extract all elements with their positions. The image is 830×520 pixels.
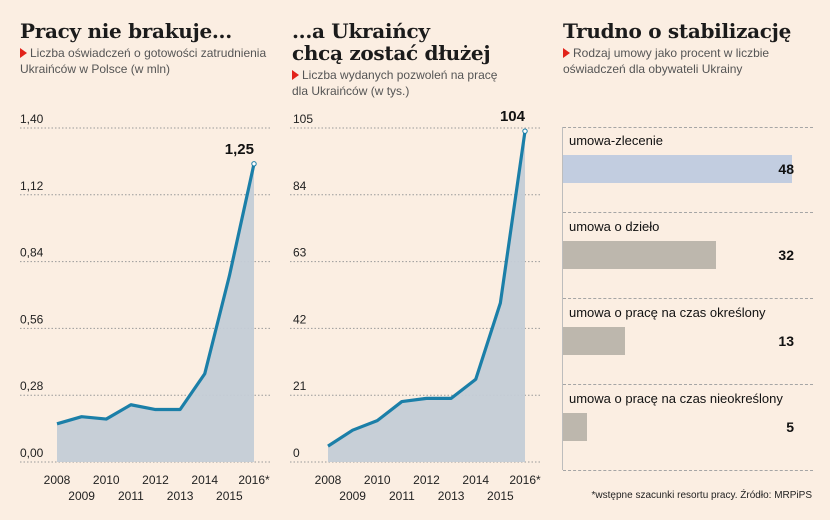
y-tick-label: 1,12 [20,179,44,193]
series-line [56,163,256,426]
bar-value-label: 5 [786,419,794,435]
x-tick-label: 2016* [509,473,541,487]
separator-line [563,384,813,385]
x-tick-label: 2013 [167,489,194,500]
area-fill [328,131,525,462]
bar-category-label: umowa o dzieło [569,219,660,234]
y-tick-label: 0,84 [20,246,44,260]
bar [563,327,626,355]
y-tick-label: 63 [293,246,307,260]
chart-2-subtitle: Liczba wydanych pozwoleń na pracę dla Uk… [292,67,542,99]
bar [563,413,587,441]
chart-2-subtitle-line2: dla Ukraińców (w tys.) [292,84,410,98]
y-tick-label: 0,56 [20,312,44,326]
chart-3-subtitle-line1: Rodzaj umowy jako procent w liczbie [573,46,770,60]
bar-value-label: 13 [778,333,794,349]
chart-1-subtitle-line2: Ukraińców w Polsce (w mln) [20,62,171,76]
chart-panel-2: ...a Ukraińcy chcą zostać dłużej Liczba … [292,20,542,99]
y-tick-label: 105 [293,112,313,126]
x-tick-label: 2012 [413,473,440,487]
chart-3-subtitle: Rodzaj umowy jako procent w liczbie oświ… [563,45,823,77]
chart-1-subtitle-line1: Liczba oświadczeń o gotowości zatrudnien… [30,46,267,60]
x-tick-label: 2009 [68,489,95,500]
bar-value-label: 32 [778,247,794,263]
bar-category-label: umowa o pracę na czas nieokreślony [569,391,783,406]
x-tick-label: 2009 [339,489,366,500]
x-tick-label: 2014 [462,473,489,487]
bar-category-label: umowa o pracę na czas określony [569,305,766,320]
axis-line [562,127,563,470]
bar-value-label: 48 [778,161,794,177]
end-value-label: 1,25 [225,141,254,158]
x-tick-label: 2008 [315,473,342,487]
y-tick-label: 0 [293,446,300,460]
y-tick-label: 42 [293,312,307,326]
marker-triangle-icon [20,48,27,58]
chart-2-title-line2: chcą zostać dłużej [292,41,491,65]
end-value-label: 104 [500,108,526,125]
x-tick-label: 2011 [389,489,415,500]
y-tick-label: 0,00 [20,446,44,460]
chart-2-title: ...a Ukraińcy chcą zostać dłużej [292,20,542,64]
separator-line [563,298,813,299]
series-line [327,130,527,448]
x-tick-label: 2015 [487,489,514,500]
chart-panel-1: Pracy nie brakuje... Liczba oświadczeń o… [20,20,280,77]
area-chart-2: 0 21 42 63 84 105 104 2008 2009 2010 2011 2012 2013 2… [290,108,542,500]
chart-3-title: Trudno o stabilizację [563,19,792,43]
area-chart-1: 0,00 0,28 0,56 0,84 1,12 1,40 1,25 2008 2009 2010… [20,112,270,500]
chart-2-subtitle-line1: Liczba wydanych pozwoleń na pracę [302,68,498,82]
x-tick-label: 2010 [364,473,391,487]
x-tick-label: 2008 [44,473,71,487]
chart-3-subtitle-line2: oświadczeń dla obywateli Ukrainy [563,62,743,76]
marker-triangle-icon [292,70,299,80]
x-tick-label: 2013 [438,489,465,500]
x-tick-label: 2011 [118,489,144,500]
chart-1-title: Pracy nie brakuje... [20,19,232,43]
bar [563,155,793,183]
chart-1-subtitle: Liczba oświadczeń o gotowości zatrudnien… [20,45,280,77]
separator-line [563,470,813,471]
chart-panel-3: Trudno o stabilizację Rodzaj umowy jako … [563,20,823,77]
y-tick-label: 21 [293,379,307,393]
separator-line [563,212,813,213]
x-tick-label: 2014 [191,473,218,487]
end-point [522,128,528,134]
separator-line [563,127,813,128]
chart-2-title-line1: ...a Ukraińcy [292,19,430,43]
bar-category-label: umowa-zlecenie [569,133,663,148]
y-tick-label: 84 [293,179,307,193]
y-tick-label: 1,40 [20,112,44,126]
y-tick-label: 0,28 [20,379,44,393]
bar [563,241,716,269]
marker-triangle-icon [563,48,570,58]
area-fill [57,163,254,462]
x-tick-label: 2012 [142,473,169,487]
x-tick-label: 2016* [238,473,270,487]
x-tick-label: 2015 [216,489,243,500]
footnote: *wstępne szacunki resortu pracy. Źródło:… [591,490,812,501]
end-point [251,161,257,167]
x-tick-label: 2010 [93,473,120,487]
